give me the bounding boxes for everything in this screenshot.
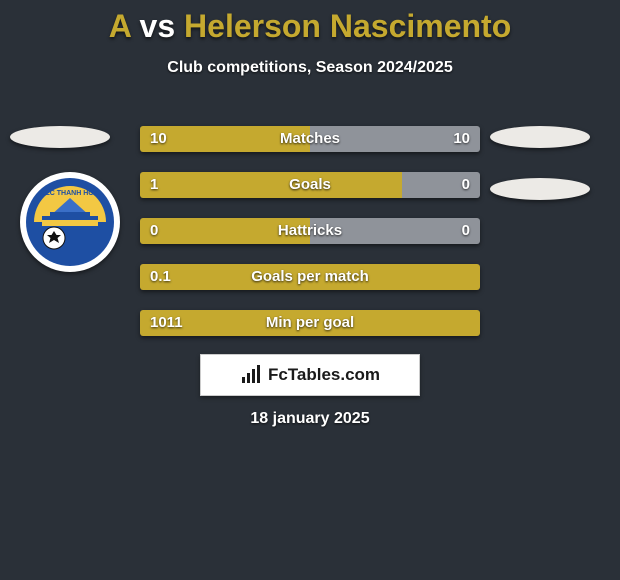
subtitle: Club competitions, Season 2024/2025 xyxy=(0,59,620,77)
team-logo: FLC THANH HÓA xyxy=(20,172,120,272)
bar-label: Hattricks xyxy=(140,218,480,244)
stat-bars: 1010Matches 10Goals 00Hattricks 0.1Goals pe… xyxy=(140,126,480,356)
badge-right-mid xyxy=(490,178,590,200)
stat-row: 10Goals xyxy=(140,172,480,198)
stat-row: 1011Min per goal xyxy=(140,310,480,336)
stat-row: 0.1Goals per match xyxy=(140,264,480,290)
brand-box: FcTables.com xyxy=(200,354,420,396)
stat-row: 00Hattricks xyxy=(140,218,480,244)
bar-label: Matches xyxy=(140,126,480,152)
stat-row: 1010Matches xyxy=(140,126,480,152)
player-b-name: Helerson Nascimento xyxy=(184,8,511,44)
badge-left-top xyxy=(10,126,110,148)
bar-label: Goals per match xyxy=(140,264,480,290)
brand-chart-icon xyxy=(240,364,262,386)
svg-text:FLC THANH HÓA: FLC THANH HÓA xyxy=(41,188,99,197)
brand-text: FcTables.com xyxy=(268,365,380,385)
comparison-card: A vs Helerson Nascimento Club competitio… xyxy=(0,0,620,580)
bar-label: Goals xyxy=(140,172,480,198)
title: A vs Helerson Nascimento xyxy=(0,0,620,45)
date-line: 18 january 2025 xyxy=(0,410,620,428)
vs-text: vs xyxy=(131,8,184,44)
badge-right-top xyxy=(490,126,590,148)
team-logo-svg: FLC THANH HÓA xyxy=(20,172,120,272)
player-a-name: A xyxy=(109,8,131,44)
bar-label: Min per goal xyxy=(140,310,480,336)
